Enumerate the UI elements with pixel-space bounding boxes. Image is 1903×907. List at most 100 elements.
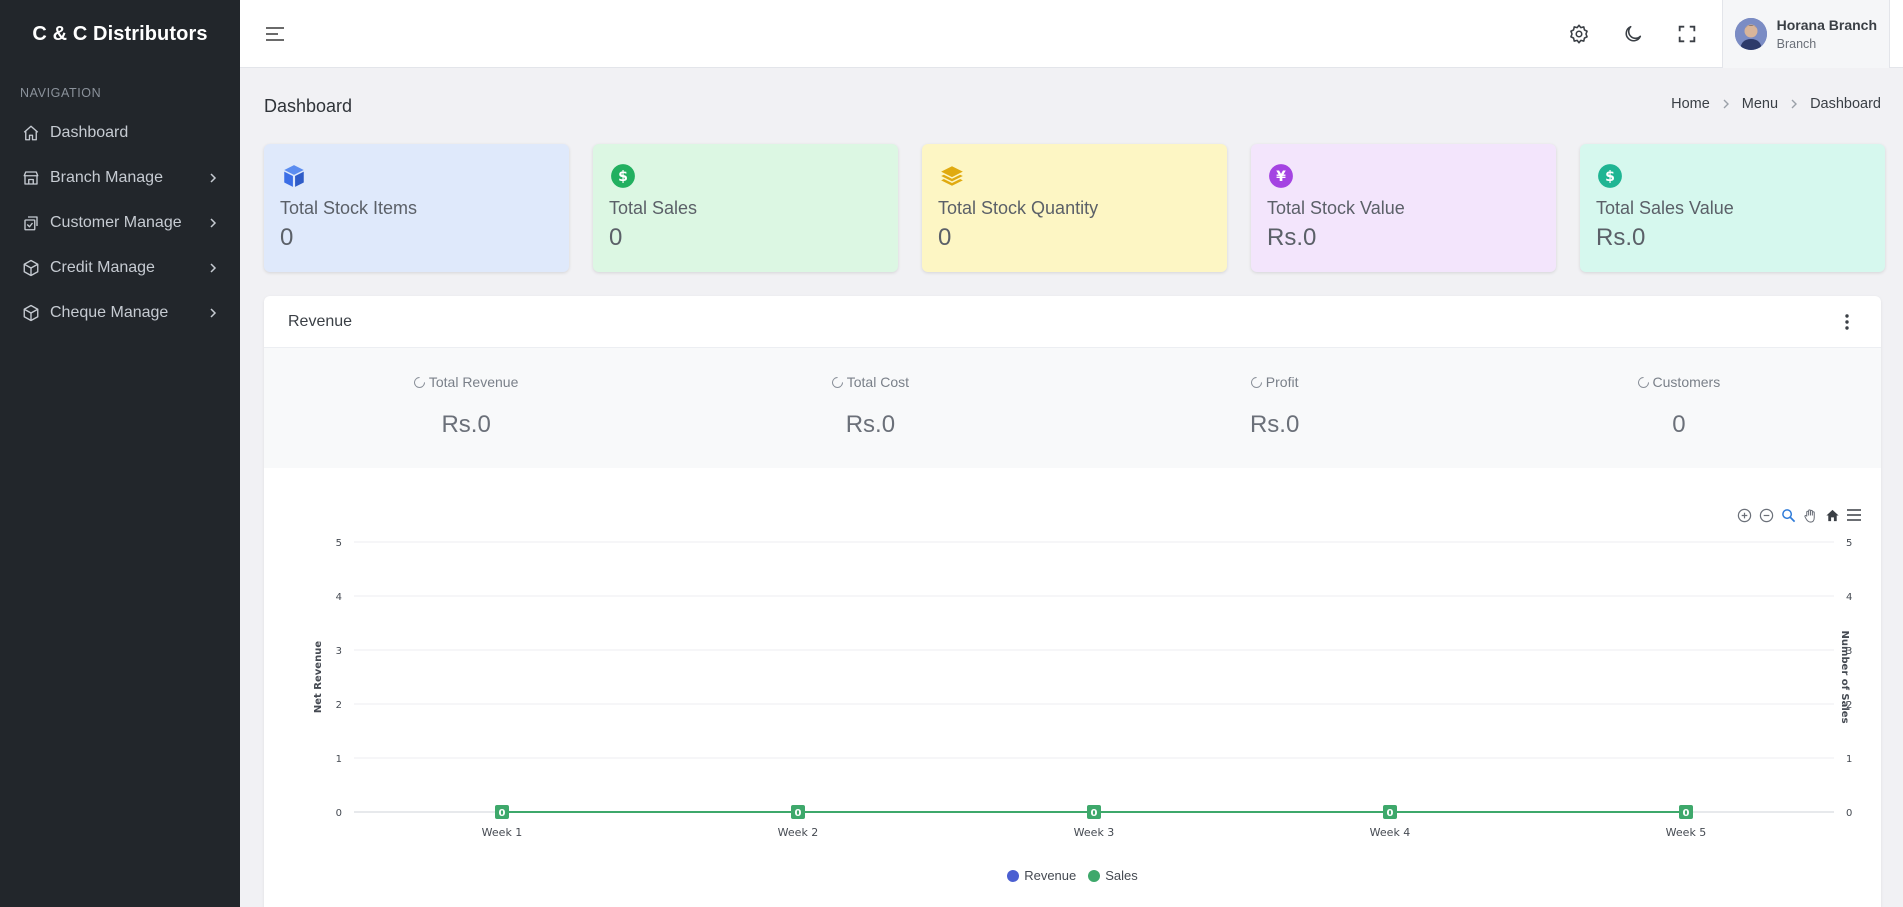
sidebar-item-label: Branch Manage (50, 168, 163, 186)
breadcrumb-current: Dashboard (1810, 96, 1881, 112)
card-value: Rs.0 (1596, 224, 1646, 251)
panel-title: Revenue (288, 312, 353, 330)
breadcrumb-menu[interactable]: Menu (1741, 96, 1779, 112)
legend-label: Revenue (1024, 868, 1077, 883)
fullscreen-icon[interactable] (1660, 0, 1714, 68)
data-label: 0 (1683, 808, 1690, 819)
brand-logo[interactable]: C & C Distributors (32, 22, 208, 45)
checklist-icon (20, 212, 42, 234)
card-value: 0 (938, 224, 952, 251)
loading-ring-icon (1635, 374, 1651, 390)
sidebar-item-dashboard[interactable]: Dashboard (0, 110, 240, 155)
summary-customers: Customers 0 (1477, 348, 1881, 468)
card-total-stock-quantity: Total Stock Quantity 0 (922, 144, 1227, 272)
settings-gear-icon[interactable] (1552, 0, 1606, 68)
card-total-stock-value: ¥ Total Stock Value Rs.0 (1251, 144, 1556, 272)
summary-value: Rs.0 (845, 410, 896, 438)
chevron-right-icon (206, 261, 220, 275)
card-title: Total Stock Value (1267, 198, 1405, 218)
summary-label: Customers (1652, 374, 1721, 390)
y-tick-label: 4 (336, 592, 342, 603)
sidebar: C & C Distributors NAVIGATION Dashboard … (0, 0, 240, 907)
y2-tick-label: 2 (1846, 700, 1852, 711)
y-tick-label: 3 (336, 646, 342, 657)
svg-text:$: $ (618, 169, 628, 185)
sidebar-item-cheque-manage[interactable]: Cheque Manage (0, 290, 240, 335)
y-tick-label: 0 (336, 808, 342, 819)
more-vertical-icon[interactable] (1837, 310, 1857, 334)
chevron-right-icon (1722, 99, 1730, 109)
revenue-panel: Revenue Total Revenue Rs.0 Total Cost Rs… (264, 296, 1881, 907)
zoom-in-icon[interactable] (1735, 506, 1753, 524)
dollar-icon: $ (1596, 162, 1624, 190)
y2-tick-label: 1 (1846, 754, 1852, 765)
data-label-box (1383, 805, 1397, 819)
card-total-sales: $ Total Sales 0 (593, 144, 898, 272)
layers-icon (938, 162, 966, 190)
loading-ring-icon (411, 374, 428, 390)
summary-label: Total Revenue (428, 374, 519, 390)
card-title: Total Sales (609, 198, 698, 218)
y-tick-label: 2 (336, 700, 342, 711)
sidebar-item-label: Cheque Manage (50, 303, 169, 321)
sidebar-item-credit-manage[interactable]: Credit Manage (0, 245, 240, 290)
menu-toggle-icon[interactable] (262, 21, 288, 47)
panel-header: Revenue (264, 296, 1881, 348)
x-tick-label: Week 4 (1370, 826, 1411, 839)
nav-heading: NAVIGATION (20, 86, 102, 100)
revenue-chart: 0 0 1 1 2 2 3 3 4 4 5 5 Week 1 Week 2 Week 3 Week 4 Week… (264, 492, 1881, 907)
y2-tick-label: 3 (1846, 646, 1852, 657)
legend-item-revenue[interactable]: Revenue (1007, 868, 1076, 883)
selection-zoom-icon[interactable] (1779, 506, 1797, 524)
pan-hand-icon[interactable] (1801, 506, 1819, 524)
card-total-sales-value: $ Total Sales Value Rs.0 (1580, 144, 1885, 272)
svg-text:¥: ¥ (1276, 169, 1286, 185)
y-tick-label: 1 (336, 754, 342, 765)
x-tick-label: Week 5 (1666, 826, 1707, 839)
box-icon (280, 162, 308, 190)
chart-menu-icon[interactable] (1845, 506, 1863, 524)
data-label: 0 (795, 808, 802, 819)
breadcrumb: Home Menu Dashboard (1671, 96, 1881, 112)
summary-value: 0 (1672, 410, 1686, 438)
data-label: 0 (1091, 808, 1098, 819)
data-label: 0 (499, 808, 506, 819)
topbar: Horana Branch Branch (240, 0, 1903, 68)
card-total-stock-items: Total Stock Items 0 (264, 144, 569, 272)
x-tick-label: Week 2 (778, 826, 819, 839)
breadcrumb-home[interactable]: Home (1671, 96, 1710, 112)
zoom-out-icon[interactable] (1757, 506, 1775, 524)
stat-cards: Total Stock Items 0 $ Total Sales 0 Tota… (264, 144, 1885, 272)
y2-tick-label: 0 (1846, 808, 1852, 819)
home-icon (20, 122, 42, 144)
card-title: Total Stock Quantity (938, 198, 1099, 218)
legend-label: Sales (1105, 868, 1138, 883)
y-tick-label: 5 (336, 538, 342, 549)
chart-legend: Revenue Sales (264, 868, 1881, 883)
user-menu[interactable]: Horana Branch Branch (1721, 0, 1890, 68)
x-tick-label: Week 3 (1074, 826, 1115, 839)
avatar (1734, 17, 1767, 50)
loading-ring-icon (1248, 374, 1265, 390)
chart-plot: 0 0 1 1 2 2 3 3 4 4 5 5 Week 1 Week 2 Week 3 Week 4 Week… (313, 538, 1852, 839)
dark-mode-moon-icon[interactable] (1606, 0, 1660, 68)
yen-icon: ¥ (1267, 162, 1295, 190)
dollar-icon: $ (609, 162, 637, 190)
sidebar-item-branch-manage[interactable]: Branch Manage (0, 155, 240, 200)
data-label-box (495, 805, 509, 819)
summary-profit: Profit Rs.0 (1073, 348, 1477, 468)
data-label: 0 (1387, 808, 1394, 819)
chevron-right-icon (206, 216, 220, 230)
y2-axis-title: Number of Sales (1839, 630, 1850, 723)
store-icon (20, 167, 42, 189)
card-title: Total Stock Items (280, 198, 418, 218)
legend-item-sales[interactable]: Sales (1088, 868, 1138, 883)
y2-tick-label: 5 (1846, 538, 1852, 549)
page-title: Dashboard (264, 96, 353, 116)
cube-icon (20, 257, 42, 279)
summary-total-revenue: Total Revenue Rs.0 (264, 348, 668, 468)
x-tick-label: Week 1 (482, 826, 523, 839)
reset-home-icon[interactable] (1823, 506, 1841, 524)
sidebar-item-customer-manage[interactable]: Customer Manage (0, 200, 240, 245)
chevron-right-icon (1790, 99, 1798, 109)
